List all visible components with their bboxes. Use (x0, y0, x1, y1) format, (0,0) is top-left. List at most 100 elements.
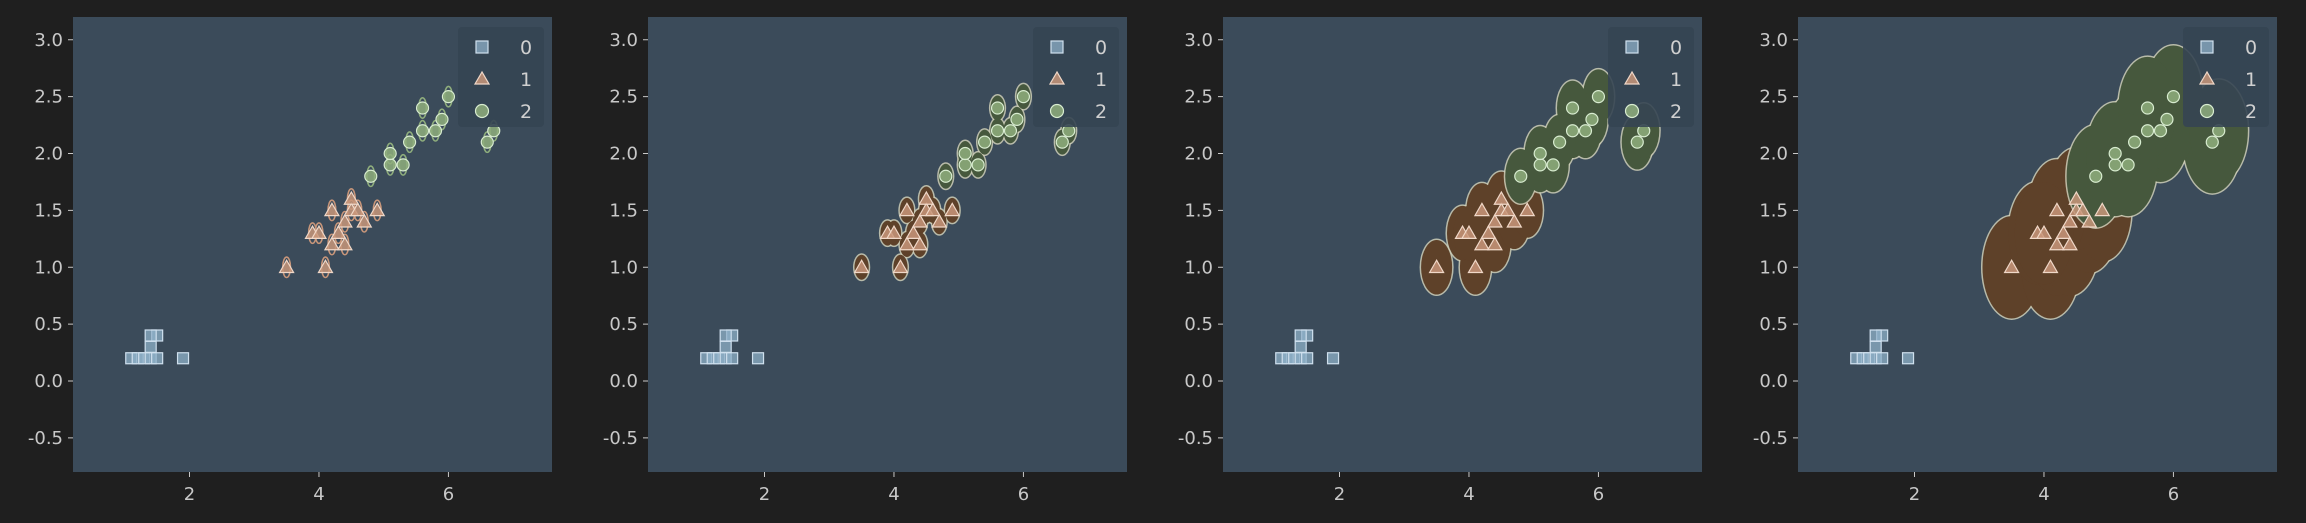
point-class-2 (2166, 90, 2181, 104)
legend-label: 2 (1670, 101, 1682, 123)
point-class-1 (2055, 224, 2072, 239)
y-tick-label: 2.5 (1184, 87, 1213, 108)
point-class-0 (1869, 340, 1882, 353)
y-tick-label: 1.5 (1759, 200, 1788, 221)
legend-marker-1 (1048, 70, 1066, 85)
y-tick-label: -0.5 (1753, 428, 1788, 449)
x-tick-label: 2 (184, 484, 195, 505)
point-class-1 (323, 236, 340, 251)
panel-3: 2 4 6 -0.5 0.0 0.5 1.0 1.5 2.0 2.5 3.0 0 1 2 (1178, 17, 1702, 505)
x-tick-label: 2 (1334, 484, 1345, 505)
point-class-2 (1591, 90, 1606, 104)
y-tick-label: 1.0 (34, 257, 63, 278)
point-class-0 (151, 352, 164, 365)
series-0 (1850, 329, 1915, 365)
point-class-2 (990, 101, 1005, 115)
panel-2: 2 4 6 -0.5 0.0 0.5 1.0 1.5 2.0 2.5 3.0 0 1 2 (603, 17, 1127, 505)
y-tick-label: 1.0 (1184, 257, 1213, 278)
y-axis-ticks: -0.5 0.0 0.5 1.0 1.5 2.0 2.5 3.0 (28, 30, 73, 449)
point-class-1 (911, 236, 928, 251)
y-tick-label: 0.5 (609, 314, 638, 335)
point-class-2 (396, 158, 410, 172)
point-class-1 (1473, 236, 1490, 251)
point-class-1 (905, 224, 922, 239)
y-axis-ticks: -0.5 0.0 0.5 1.0 1.5 2.0 2.5 3.0 (603, 30, 648, 449)
point-class-0 (176, 352, 190, 365)
x-tick-label: 2 (759, 484, 770, 505)
y-tick-label: 1.5 (609, 200, 638, 221)
y-tick-label: 0.5 (34, 314, 63, 335)
legend-marker-0 (2200, 40, 2214, 54)
x-tick-label: 6 (1018, 484, 1029, 505)
series-0 (700, 329, 765, 365)
legend: 0 1 2 (458, 27, 544, 127)
point-class-2 (364, 169, 378, 183)
legend-label: 1 (1670, 69, 1682, 91)
point-class-1 (911, 213, 928, 228)
y-tick-label: 2.5 (609, 87, 638, 108)
x-tick-label: 6 (2168, 484, 2179, 505)
point-class-2 (2089, 169, 2103, 183)
point-class-0 (1301, 352, 1314, 365)
y-tick-label: 3.0 (34, 30, 63, 51)
point-class-2 (2121, 158, 2135, 172)
y-tick-label: 1.0 (609, 257, 638, 278)
point-class-2 (990, 124, 1005, 138)
y-tick-label: -0.5 (28, 428, 63, 449)
point-class-2 (441, 90, 456, 104)
point-class-0 (1876, 352, 1889, 365)
point-class-1 (931, 213, 948, 228)
series-2 (939, 90, 1076, 183)
point-class-1 (2074, 202, 2091, 217)
y-tick-label: 2.0 (1184, 144, 1213, 165)
point-class-2 (1010, 112, 1024, 126)
series-2 (2089, 90, 2226, 183)
y-tick-label: 2.5 (34, 87, 63, 108)
x-tick-label: 4 (888, 484, 899, 505)
point-class-1 (2035, 224, 2053, 239)
point-class-2 (402, 135, 417, 149)
point-class-0 (1901, 352, 1915, 365)
y-tick-label: -0.5 (1178, 428, 1213, 449)
point-class-1 (898, 236, 915, 251)
y-tick-label: 0.5 (1184, 314, 1213, 335)
point-class-2 (2108, 158, 2122, 172)
point-class-2 (2140, 101, 2155, 115)
point-class-0 (1294, 340, 1307, 353)
y-axis-ticks: -0.5 0.0 0.5 1.0 1.5 2.0 2.5 3.0 (1753, 30, 1798, 449)
point-class-1 (1467, 259, 1484, 274)
series-2 (1514, 90, 1651, 183)
point-class-2 (2160, 112, 2174, 126)
y-tick-label: 1.0 (1759, 257, 1788, 278)
point-class-0 (1326, 352, 1340, 365)
y-tick-label: 2.0 (34, 144, 63, 165)
series-0 (125, 329, 190, 365)
legend-label: 2 (520, 101, 532, 123)
legend-marker-0 (1625, 40, 1639, 54)
point-class-2 (1546, 158, 1560, 172)
y-tick-label: 3.0 (609, 30, 638, 51)
point-class-1 (918, 190, 935, 205)
y-tick-label: 2.5 (1759, 87, 1788, 108)
y-axis-ticks: -0.5 0.0 0.5 1.0 1.5 2.0 2.5 3.0 (1178, 30, 1223, 449)
point-class-2 (383, 146, 397, 161)
legend-marker-1 (2198, 70, 2216, 85)
series-0 (1275, 329, 1340, 365)
point-class-1 (892, 259, 909, 274)
y-tick-label: 0.5 (1759, 314, 1788, 335)
point-class-2 (1630, 135, 1644, 149)
point-class-2 (1565, 124, 1580, 138)
point-class-0 (719, 340, 732, 353)
point-class-1 (1506, 213, 1523, 228)
point-class-1 (1486, 213, 1503, 228)
point-class-1 (317, 259, 334, 274)
x-tick-label: 4 (1463, 484, 1474, 505)
legend-marker-2 (2199, 103, 2215, 119)
point-class-2 (2127, 135, 2142, 149)
point-class-2 (415, 124, 430, 138)
panel-4: 2 4 6 -0.5 0.0 0.5 1.0 1.5 2.0 2.5 3.0 0 1 2 (1753, 17, 2277, 505)
legend-marker-2 (1049, 103, 1065, 119)
point-class-2 (1533, 146, 1547, 161)
point-class-2 (939, 169, 953, 183)
